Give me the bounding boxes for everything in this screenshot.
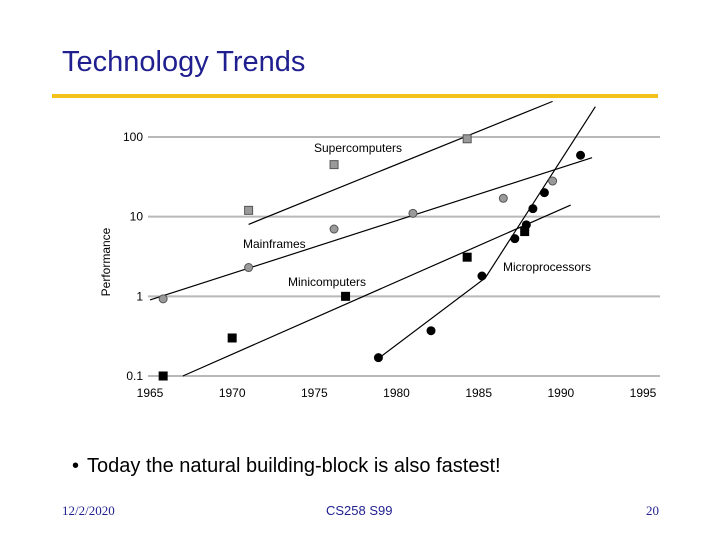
x-tick-label-1990: 1990 bbox=[547, 386, 574, 400]
series-label-microprocessors: Microprocessors bbox=[503, 260, 591, 274]
data-point-microprocessors-1 bbox=[426, 326, 436, 336]
series-label-supercomputers: Supercomputers bbox=[314, 141, 402, 155]
data-point-minicomputers-2 bbox=[341, 291, 351, 301]
title-underline bbox=[52, 94, 658, 98]
x-tick-label-1965: 1965 bbox=[137, 386, 164, 400]
trendline-minicomputers bbox=[182, 204, 571, 377]
performance-chart: 1965 1970 1975 1980 1985 1990 1995 0.1 1 10 100 Per… bbox=[99, 100, 660, 400]
data-point-microprocessors-7 bbox=[576, 150, 586, 160]
data-point-microprocessors-2 bbox=[477, 271, 487, 281]
trendline-supercomputers bbox=[248, 100, 553, 225]
data-point-supercomputers-1 bbox=[329, 160, 339, 170]
data-point-microprocessors-4 bbox=[521, 220, 531, 230]
data-point-supercomputers-2 bbox=[462, 134, 472, 144]
series-label-minicomputers: Minicomputers bbox=[288, 275, 366, 289]
x-tick-label-1975: 1975 bbox=[301, 386, 328, 400]
data-point-minicomputers-1 bbox=[227, 333, 237, 343]
footer-date: 12/2/2020 bbox=[62, 503, 115, 518]
bullet-text: Today the natural building-block is also… bbox=[87, 455, 501, 477]
y-axis-title: Performance bbox=[99, 227, 113, 296]
x-tick-label-1970: 1970 bbox=[219, 386, 246, 400]
data-point-microprocessors-0 bbox=[373, 353, 383, 363]
x-tick-label-1985: 1985 bbox=[465, 386, 492, 400]
data-point-microprocessors-6 bbox=[539, 188, 549, 198]
data-point-microprocessors-5 bbox=[528, 204, 538, 214]
bullet-marker: • bbox=[72, 455, 80, 477]
data-point-supercomputers-0 bbox=[244, 205, 254, 215]
data-point-mainframes-2 bbox=[329, 224, 339, 234]
series-label-mainframes: Mainframes bbox=[243, 237, 306, 251]
data-point-microprocessors-3 bbox=[510, 234, 520, 244]
data-point-mainframes-3 bbox=[408, 208, 418, 218]
y-tick-label-1: 1 bbox=[136, 289, 143, 303]
trendline-mainframes bbox=[149, 157, 593, 301]
x-tick-label-1995: 1995 bbox=[630, 386, 657, 400]
trendline-microprocessors bbox=[376, 106, 596, 361]
slide-title: Technology Trends bbox=[62, 46, 306, 78]
x-tick-label-1980: 1980 bbox=[383, 386, 410, 400]
data-point-mainframes-1 bbox=[244, 263, 254, 273]
data-point-mainframes-4 bbox=[498, 193, 508, 203]
footer-course: CS258 S99 bbox=[326, 503, 393, 518]
data-point-minicomputers-3 bbox=[462, 252, 472, 262]
y-tick-label-100: 100 bbox=[123, 130, 143, 144]
y-tick-label-10: 10 bbox=[130, 210, 144, 224]
y-tick-label-0.1: 0.1 bbox=[126, 369, 143, 383]
data-point-mainframes-5 bbox=[548, 176, 558, 186]
footer-page-number: 20 bbox=[646, 503, 659, 518]
bullet-item: • Today the natural building-block is als… bbox=[72, 455, 501, 478]
data-point-minicomputers-0 bbox=[158, 371, 168, 381]
data-point-mainframes-0 bbox=[158, 294, 168, 304]
